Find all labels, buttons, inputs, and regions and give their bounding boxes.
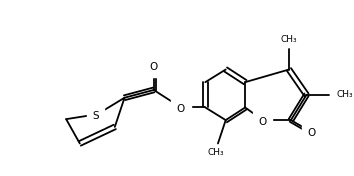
Text: CH₃: CH₃ xyxy=(281,35,297,44)
Text: O: O xyxy=(258,117,267,127)
Text: O: O xyxy=(307,128,315,138)
Text: CH₃: CH₃ xyxy=(208,148,224,157)
Text: S: S xyxy=(92,111,99,121)
Text: CH₃: CH₃ xyxy=(337,90,353,99)
Text: O: O xyxy=(177,104,185,114)
Text: O: O xyxy=(150,62,158,72)
